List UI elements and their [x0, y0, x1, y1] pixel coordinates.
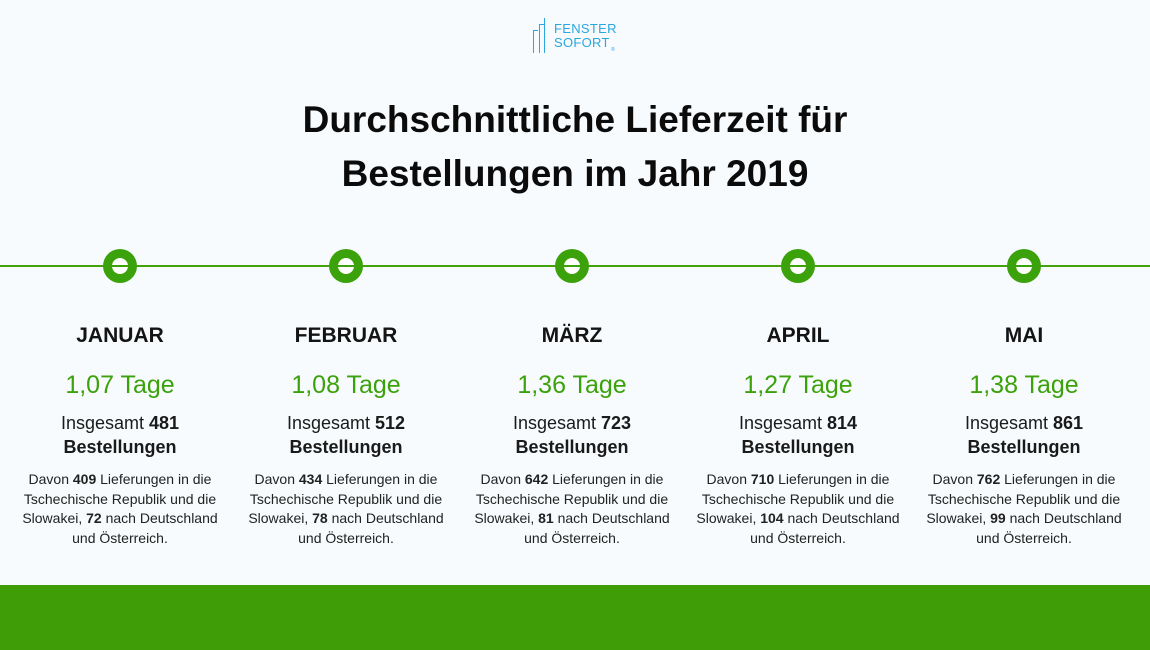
de-at-count: 104 [760, 510, 784, 527]
total-suffix: Bestellungen [289, 437, 403, 457]
total-prefix: Insgesamt [512, 413, 596, 433]
page-title-line-1: Durchschnittliche Lieferzeit für [302, 99, 848, 140]
detail-middle: Lieferungen in die Tschechische Republik… [474, 471, 669, 527]
detail-middle: Lieferungen in die Tschechische Republik… [22, 471, 217, 527]
de-at-count: 72 [86, 510, 102, 527]
total-suffix: Bestellungen [741, 437, 855, 457]
month-name: APRIL [766, 324, 830, 347]
detail-middle: Lieferungen in die Tschechische Republik… [248, 471, 443, 527]
average-delivery-time: 1,27 Tage [743, 371, 853, 399]
total-suffix: Bestellungen [515, 437, 629, 457]
logo-word-top: FENSTER [554, 21, 617, 36]
total-suffix: Bestellungen [967, 437, 1081, 457]
month-column-februar: FEBRUAR 1,08 Tage Insgesamt 512 Bestellu… [233, 320, 459, 548]
cz-sk-count: 710 [750, 471, 775, 487]
total-count: 723 [601, 413, 632, 433]
de-at-count: 99 [990, 510, 1006, 527]
detail-prefix: Davon [932, 471, 973, 487]
logo-word-bottom: SOFORT [554, 35, 610, 50]
detail-prefix: Davon [28, 471, 69, 487]
total-count: 481 [149, 413, 180, 433]
timeline-marker-icon [103, 249, 137, 283]
month-column-maerz: MÄRZ 1,36 Tage Insgesamt 723 Bestellunge… [459, 320, 685, 548]
month-column-mai: MAI 1,38 Tage Insgesamt 861 Bestellungen… [911, 320, 1137, 548]
total-orders: Insgesamt 861 Bestellungen [911, 411, 1137, 459]
average-delivery-time: 1,07 Tage [65, 371, 175, 399]
cz-sk-count: 409 [72, 471, 97, 487]
detail-suffix: nach Deutschland und Österreich. [72, 510, 218, 546]
delivery-breakdown: Davon 642 Lieferungen in die Tschechisch… [459, 470, 685, 548]
total-orders: Insgesamt 512 Bestellungen [233, 411, 459, 459]
cz-sk-count: 642 [524, 471, 549, 487]
delivery-breakdown: Davon 762 Lieferungen in die Tschechisch… [911, 470, 1137, 548]
total-count: 861 [1053, 413, 1084, 433]
total-prefix: Insgesamt [60, 413, 144, 433]
detail-middle: Lieferungen in die Tschechische Republik… [926, 471, 1121, 527]
window-icon [533, 18, 547, 53]
month-name: MÄRZ [541, 324, 603, 347]
page-title-line-2: Bestellungen im Jahr 2019 [341, 153, 809, 194]
total-count: 512 [375, 413, 406, 433]
timeline-marker-icon [329, 249, 363, 283]
month-name: FEBRUAR [294, 324, 398, 347]
total-orders: Insgesamt 723 Bestellungen [459, 411, 685, 459]
total-count: 814 [827, 413, 858, 433]
month-column-april: APRIL 1,27 Tage Insgesamt 814 Bestellung… [685, 320, 911, 548]
page-title: Durchschnittliche Lieferzeit für Bestell… [0, 93, 1150, 201]
average-delivery-time: 1,08 Tage [291, 371, 401, 399]
detail-suffix: nach Deutschland und Österreich. [524, 510, 670, 546]
total-prefix: Insgesamt [738, 413, 822, 433]
de-at-count: 81 [538, 510, 554, 527]
detail-suffix: nach Deutschland und Österreich. [976, 510, 1122, 546]
logo-registered-mark: ® [611, 47, 615, 53]
detail-middle: Lieferungen in die Tschechische Republik… [696, 471, 895, 527]
brand-logo: FENSTER SOFORT ® [533, 17, 623, 57]
detail-suffix: nach Deutschland und Österreich. [298, 510, 444, 546]
total-prefix: Insgesamt [964, 413, 1048, 433]
month-name: MAI [1004, 324, 1044, 347]
timeline-marker-icon [1007, 249, 1041, 283]
detail-prefix: Davon [706, 471, 747, 487]
delivery-breakdown: Davon 434 Lieferungen in die Tschechisch… [233, 470, 459, 548]
cz-sk-count: 762 [976, 471, 1001, 487]
de-at-count: 78 [312, 510, 328, 527]
month-name: JANUAR [76, 324, 164, 347]
footer-band [0, 585, 1150, 650]
total-suffix: Bestellungen [63, 437, 177, 457]
total-orders: Insgesamt 814 Bestellungen [685, 411, 911, 459]
total-prefix: Insgesamt [286, 413, 370, 433]
cz-sk-count: 434 [298, 471, 323, 487]
total-orders: Insgesamt 481 Bestellungen [7, 411, 233, 459]
timeline-marker-icon [555, 249, 589, 283]
month-column-januar: JANUAR 1,07 Tage Insgesamt 481 Bestellun… [7, 320, 233, 548]
timeline-marker-icon [781, 249, 815, 283]
average-delivery-time: 1,38 Tage [969, 371, 1079, 399]
detail-prefix: Davon [254, 471, 295, 487]
delivery-breakdown: Davon 409 Lieferungen in die Tschechisch… [7, 470, 233, 548]
detail-prefix: Davon [480, 471, 521, 487]
average-delivery-time: 1,36 Tage [517, 371, 627, 399]
detail-suffix: nach Deutschland und Österreich. [750, 510, 900, 546]
delivery-breakdown: Davon 710 Lieferungen in die Tschechisch… [685, 470, 911, 548]
